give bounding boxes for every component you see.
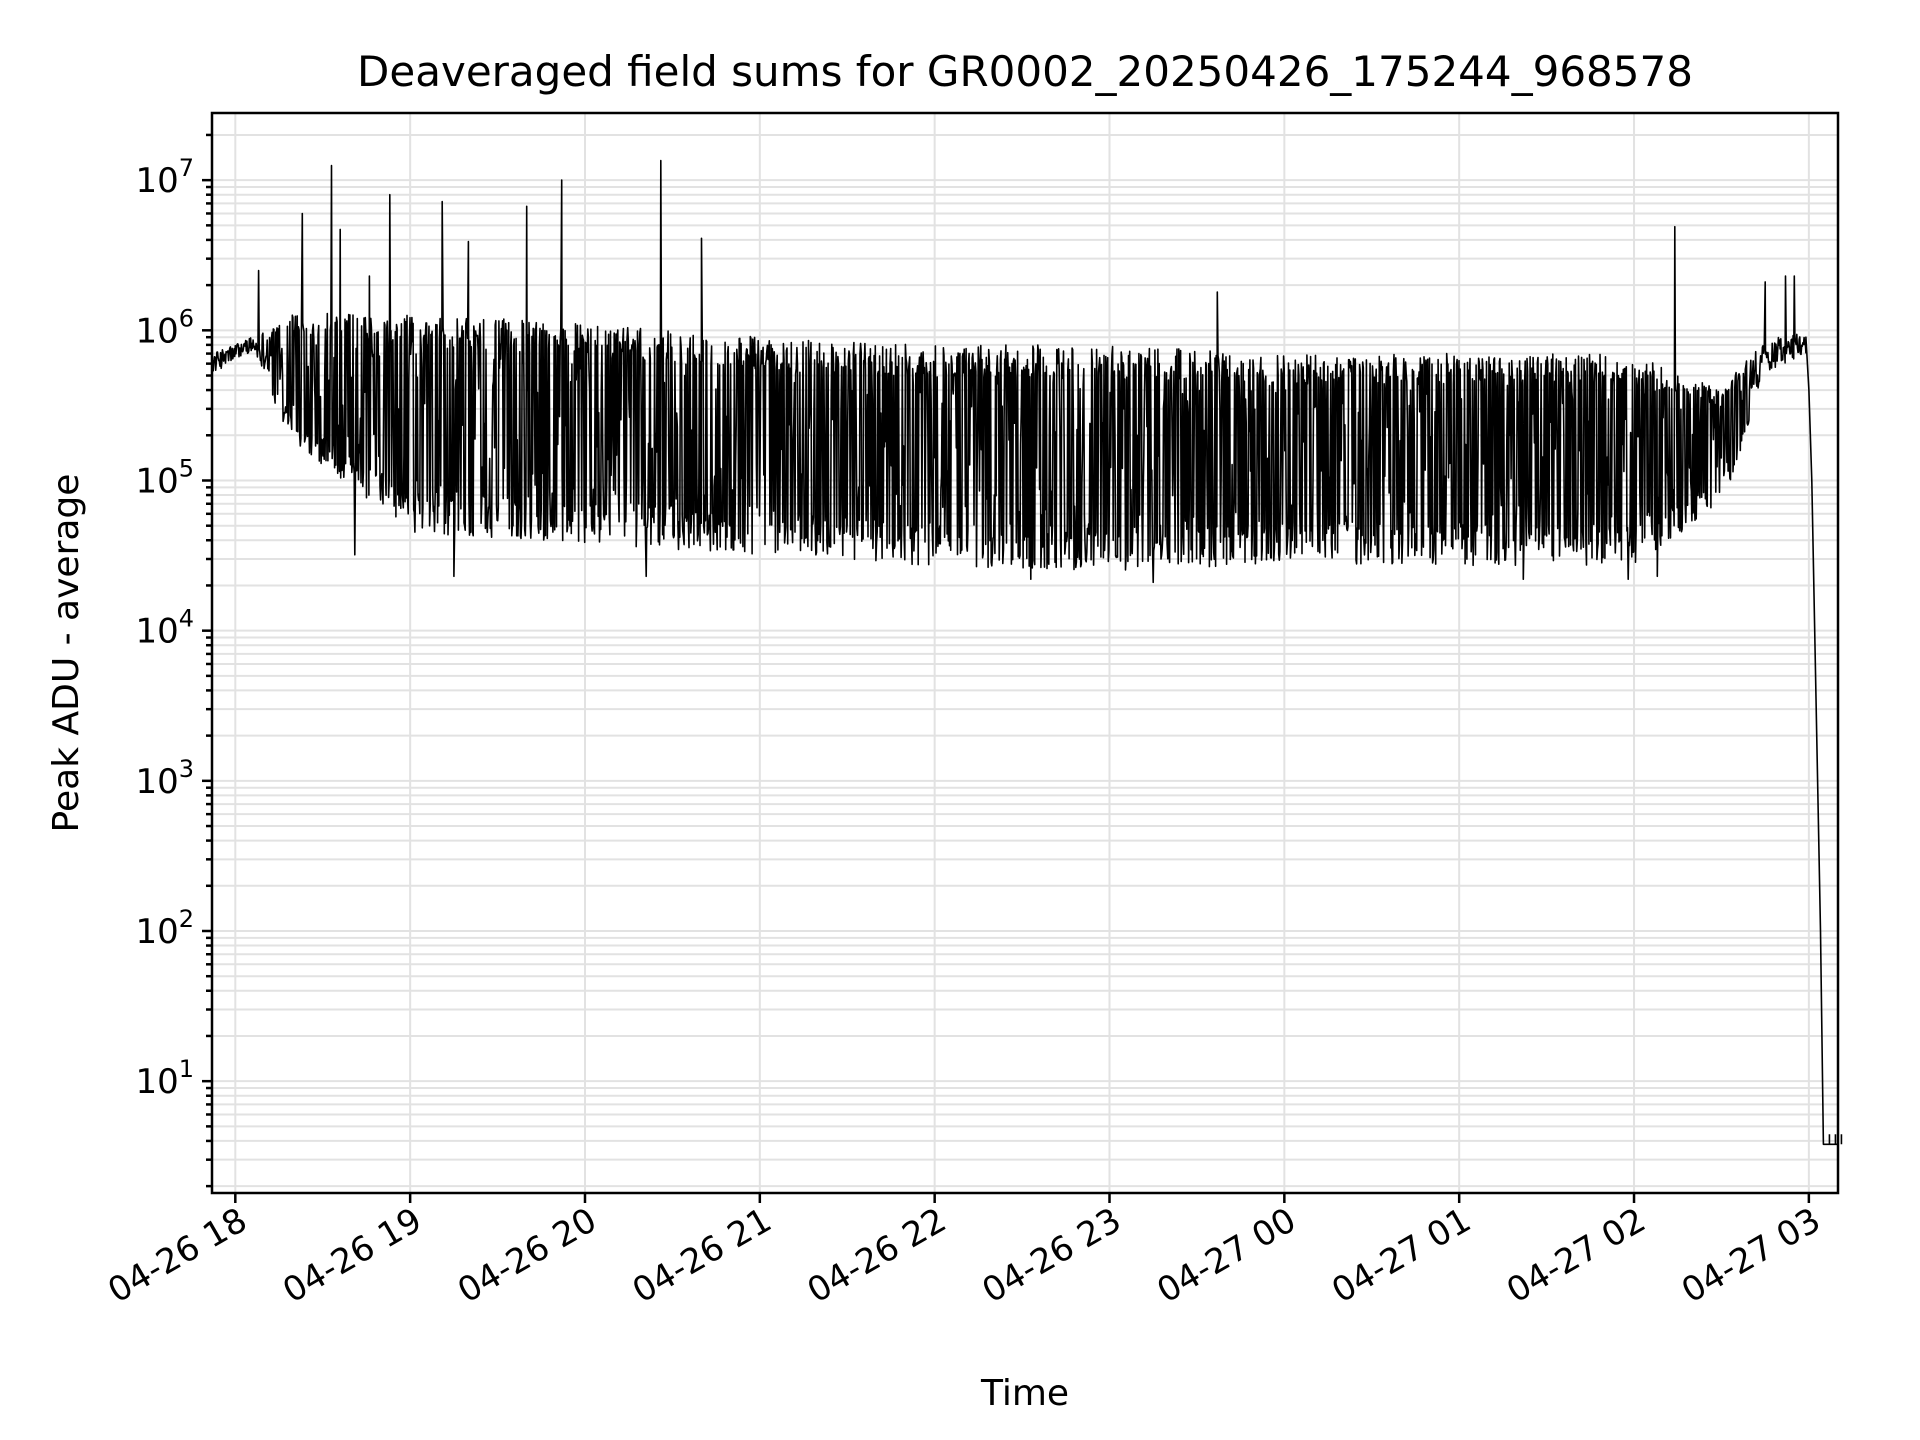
- y-axis-label: Peak ADU - average: [46, 474, 87, 833]
- grid: [212, 113, 1838, 1193]
- y-tick-label: 101: [135, 1055, 194, 1102]
- series-line: [211, 159, 1838, 1146]
- y-tick-label: 107: [135, 154, 194, 201]
- y-tick-label: 105: [135, 454, 194, 501]
- y-tick-label: 102: [135, 905, 194, 952]
- y-axis: 101 102 103 104 105 106 107: [135, 133, 212, 1188]
- series-layer: [211, 159, 1843, 1146]
- x-axis-label: Time: [980, 1373, 1069, 1414]
- y-tick-label: 106: [135, 304, 194, 351]
- y-tick-label: 104: [135, 605, 194, 652]
- y-tick-label: 103: [135, 755, 194, 802]
- chart-title: Deaveraged field sums for GR0002_2025042…: [357, 47, 1693, 96]
